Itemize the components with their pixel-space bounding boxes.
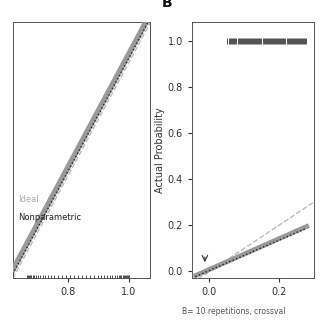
Text: B= 10 repetitions, crossval: B= 10 repetitions, crossval [182,307,286,316]
Text: Ideal: Ideal [18,195,39,204]
Y-axis label: Actual Probability: Actual Probability [155,108,165,193]
Text: Nonparametric: Nonparametric [18,212,81,221]
Text: B: B [162,0,172,10]
